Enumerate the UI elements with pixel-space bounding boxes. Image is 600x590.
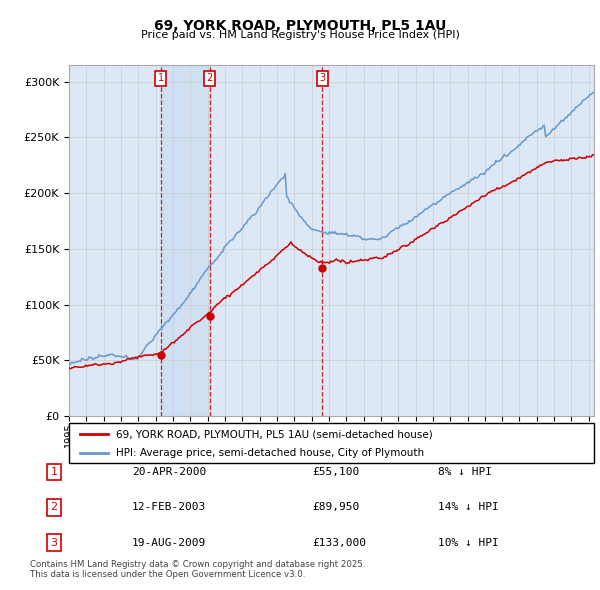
Text: 3: 3 [50, 538, 58, 548]
Text: Price paid vs. HM Land Registry's House Price Index (HPI): Price paid vs. HM Land Registry's House … [140, 30, 460, 40]
Text: 2: 2 [50, 503, 58, 512]
Text: £55,100: £55,100 [312, 467, 359, 477]
Text: 8% ↓ HPI: 8% ↓ HPI [438, 467, 492, 477]
Text: 20-APR-2000: 20-APR-2000 [132, 467, 206, 477]
Text: £89,950: £89,950 [312, 503, 359, 512]
FancyBboxPatch shape [69, 423, 594, 463]
Bar [161, 65, 209, 416]
Text: 19-AUG-2009: 19-AUG-2009 [132, 538, 206, 548]
Text: 1: 1 [158, 73, 164, 83]
Text: 69, YORK ROAD, PLYMOUTH, PL5 1AU (semi-detached house): 69, YORK ROAD, PLYMOUTH, PL5 1AU (semi-d… [116, 430, 433, 440]
Text: HPI: Average price, semi-detached house, City of Plymouth: HPI: Average price, semi-detached house,… [116, 448, 424, 458]
Text: 3: 3 [319, 73, 326, 83]
Text: 14% ↓ HPI: 14% ↓ HPI [438, 503, 499, 512]
Text: Contains HM Land Registry data © Crown copyright and database right 2025.
This d: Contains HM Land Registry data © Crown c… [30, 560, 365, 579]
Text: 12-FEB-2003: 12-FEB-2003 [132, 503, 206, 512]
Text: 10% ↓ HPI: 10% ↓ HPI [438, 538, 499, 548]
Text: 69, YORK ROAD, PLYMOUTH, PL5 1AU: 69, YORK ROAD, PLYMOUTH, PL5 1AU [154, 19, 446, 33]
Text: 1: 1 [50, 467, 58, 477]
Text: 2: 2 [206, 73, 213, 83]
Text: £133,000: £133,000 [312, 538, 366, 548]
